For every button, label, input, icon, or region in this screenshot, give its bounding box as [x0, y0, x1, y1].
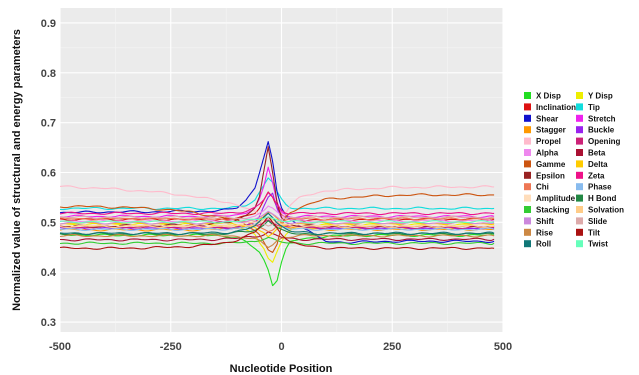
legend-label: Roll — [536, 240, 551, 249]
legend-label: Zeta — [588, 171, 605, 180]
legend-swatch — [524, 126, 531, 134]
series-line-tilt — [59, 216, 495, 251]
series-line-zeta — [59, 191, 495, 216]
legend-swatch — [576, 92, 583, 99]
series-line-slide — [60, 215, 495, 227]
legend-label: Buckle — [588, 126, 615, 135]
legend-label: H Bond — [588, 194, 617, 203]
legend-swatch — [576, 194, 583, 202]
legend-label: Slide — [588, 217, 608, 226]
legend-swatch — [524, 149, 531, 156]
legend-label: Twist — [588, 240, 608, 249]
legend-label: Gamme — [536, 160, 566, 169]
y-tick-label: 0.4 — [41, 267, 57, 279]
legend-swatch — [576, 206, 583, 213]
legend-swatch — [576, 183, 583, 191]
legend-swatch — [524, 103, 531, 111]
y-tick-label: 0.9 — [41, 18, 56, 30]
x-tick-label: -500 — [49, 341, 71, 353]
legend-label: Amplitude — [536, 194, 576, 203]
legend-swatch — [524, 183, 531, 191]
legend-swatch — [524, 228, 531, 236]
legend-swatch — [576, 103, 583, 111]
legend-label: Shift — [536, 217, 554, 226]
legend-label: Phase — [588, 183, 612, 192]
legend-label: Stagger — [536, 126, 566, 135]
x-tick-label: 250 — [383, 341, 401, 353]
legend-swatch — [576, 114, 583, 122]
legend-swatch — [524, 240, 531, 248]
y-tick-label: 0.8 — [41, 68, 56, 80]
series-line-twist — [59, 216, 495, 224]
legend-swatch — [576, 149, 583, 156]
legend-label: X Disp — [536, 92, 561, 101]
legend-label: Y Disp — [588, 92, 613, 101]
legend-label: Inclination — [536, 103, 576, 112]
series-line-rise — [59, 234, 495, 249]
x-tick-label: -250 — [160, 341, 182, 353]
y-axis-ticks: 0.3 0.4 0.5 0.6 0.7 0.8 0.9 — [41, 18, 57, 329]
legend-swatch — [524, 206, 531, 213]
legend-label: Opening — [588, 137, 621, 146]
legend-label: Tip — [588, 103, 600, 112]
legend-label: Rise — [536, 228, 553, 237]
legend-swatch — [576, 240, 583, 248]
legend-swatch — [576, 228, 583, 236]
series-line-beta — [59, 231, 495, 242]
legend-swatch — [576, 126, 583, 134]
legend-label: Solvation — [588, 206, 624, 215]
y-tick-label: 0.7 — [41, 118, 56, 130]
legend-swatch — [576, 137, 583, 145]
legend-label: Epsilon — [536, 171, 565, 180]
legend-swatch — [524, 194, 531, 202]
series-line-gamme — [59, 193, 495, 253]
legend-label: Delta — [588, 160, 608, 169]
legend-label: Tilt — [588, 228, 600, 237]
y-tick-label: 0.3 — [41, 317, 56, 329]
x-axis-ticks: -500 -250 0 250 500 — [49, 341, 512, 353]
x-tick-label: 0 — [278, 341, 284, 353]
grid — [59, 8, 504, 332]
legend-swatch — [576, 217, 583, 225]
legend: X Disp Y Disp Inclination Tip Shear Stretch St… — [524, 92, 624, 249]
legend-label: Propel — [536, 137, 561, 146]
y-tick-label: 0.5 — [41, 217, 56, 229]
legend-label: Shear — [536, 114, 558, 123]
y-axis-title: Normalized value of structural and energ… — [11, 29, 23, 311]
legend-swatch — [524, 92, 531, 99]
x-axis-title: Nucleotide Position — [230, 363, 333, 375]
legend-swatch — [524, 137, 531, 145]
legend-swatch — [524, 171, 531, 179]
legend-swatch — [524, 114, 531, 122]
legend-label: Beta — [588, 149, 606, 158]
series-line-shear — [59, 141, 495, 244]
series-line-stacking — [59, 236, 495, 246]
legend-swatch — [524, 217, 531, 225]
series-line-chi — [59, 217, 495, 233]
series-lines — [59, 141, 495, 287]
y-tick-label: 0.6 — [41, 167, 56, 179]
legend-label: Alpha — [536, 149, 559, 158]
series-line-roll — [59, 212, 495, 236]
x-tick-label: 500 — [494, 341, 512, 353]
legend-label: Stacking — [536, 206, 569, 215]
legend-swatch — [524, 160, 531, 168]
legend-swatch — [576, 171, 583, 179]
legend-label: Stretch — [588, 114, 616, 123]
legend-swatch — [576, 160, 583, 168]
series-line-x-disp — [59, 233, 495, 287]
legend-label: Chi — [536, 183, 549, 192]
